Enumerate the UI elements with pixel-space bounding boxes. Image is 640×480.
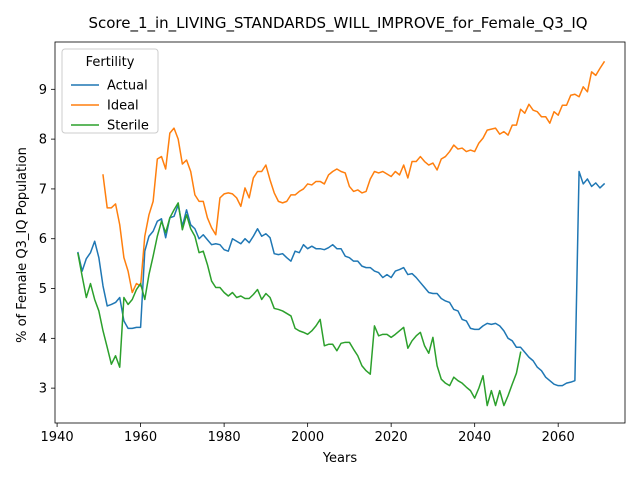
x-axis-label: Years — [322, 451, 358, 466]
y-tick-label: 8 — [39, 133, 47, 148]
chart-title: Score_1_in_LIVING_STANDARDS_WILL_IMPROVE… — [88, 14, 587, 33]
x-tick-label: 1980 — [208, 430, 241, 445]
series-line-sterile — [77, 202, 522, 407]
plot-area — [77, 60, 606, 407]
y-tick-label: 3 — [39, 382, 47, 397]
x-tick-label: 1960 — [124, 430, 157, 445]
x-tick-label: 2040 — [458, 430, 491, 445]
x-tick-label: 2020 — [375, 430, 408, 445]
x-tick-label: 1940 — [41, 430, 74, 445]
series-line-ideal — [102, 60, 606, 294]
legend: Fertility Actual Ideal Sterile — [61, 48, 159, 134]
y-tick-label: 7 — [39, 182, 47, 197]
legend-label-sterile: Sterile — [107, 119, 149, 134]
y-axis-label: % of Female Q3_IQ Population — [15, 147, 30, 343]
y-tick-label: 5 — [39, 282, 47, 297]
series-line-actual — [77, 170, 606, 387]
legend-label-ideal: Ideal — [107, 99, 139, 114]
plot-frame — [54, 41, 626, 424]
x-tick-label: 2000 — [291, 430, 324, 445]
legend-box — [61, 48, 159, 134]
y-tick-label: 6 — [39, 232, 47, 247]
y-tick-label: 9 — [39, 83, 47, 98]
x-tick-label: 2060 — [542, 430, 575, 445]
legend-title: Fertility — [86, 55, 135, 70]
legend-label-actual: Actual — [107, 79, 148, 94]
y-tick-label: 4 — [39, 332, 47, 347]
axes: 1940 1960 1980 2000 2020 2040 2060 3 4 5 6 7 8 9 — [39, 41, 626, 445]
